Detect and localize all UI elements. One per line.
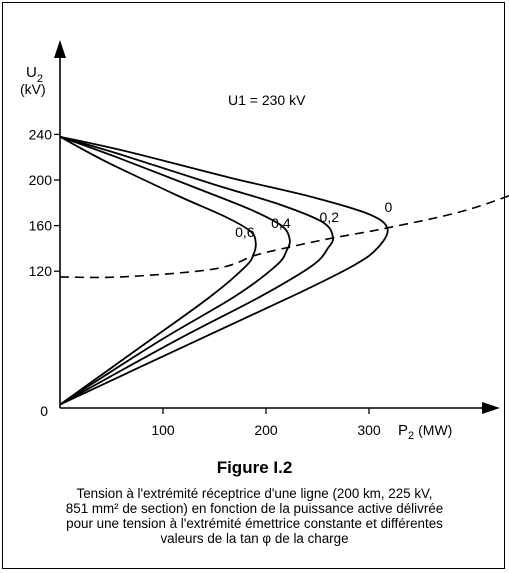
y-axis-label-sub: 2	[37, 73, 43, 85]
x-tick-label: 100	[151, 422, 175, 438]
annotation: U1 = 230 kV	[228, 92, 306, 108]
curves	[59, 135, 509, 406]
y-axis-unit: (kV)	[20, 81, 46, 97]
origin-label: 0	[40, 403, 48, 419]
series-label: 0	[384, 199, 392, 215]
labels: 00,20,40,6U2(kV)P2 (MW)U1 = 230 kV	[20, 64, 452, 442]
ticks: 120 160 200 240 100 200 300 0	[29, 126, 381, 438]
x-tick-label: 200	[254, 422, 278, 438]
caption-line: valeurs de la tan φ de la charge	[160, 531, 349, 546]
locus-line	[59, 194, 509, 279]
y-tick-label: 240	[29, 126, 53, 142]
caption-line: 851 mm² de section) en fonction de la pu…	[65, 501, 444, 516]
axes	[54, 40, 500, 414]
caption-line: Tension à l'extrémité réceptrice d'une l…	[76, 486, 433, 501]
series-label: 0,2	[320, 209, 340, 225]
series-line	[59, 135, 291, 406]
x-axis-arrow	[482, 402, 500, 414]
series-line	[59, 135, 389, 406]
figure-title: Figure I.2	[216, 458, 293, 477]
y-tick-label: 200	[29, 172, 53, 188]
figure-frame	[2, 2, 505, 569]
series-label: 0,4	[271, 215, 291, 231]
x-axis-label: P2 (MW)	[398, 422, 452, 442]
y-tick-label: 160	[29, 218, 53, 234]
x-tick-label: 300	[357, 422, 381, 438]
series-line	[59, 135, 334, 406]
series-line	[59, 135, 257, 406]
x-axis-unit: (MW)	[418, 422, 452, 438]
caption-line: pour une tension à l'extrémité émettrice…	[66, 516, 443, 531]
series-label: 0,6	[235, 224, 255, 240]
y-axis-arrow	[54, 40, 66, 58]
x-axis-label-sub: 2	[408, 430, 414, 442]
figure-caption: Tension à l'extrémité réceptrice d'une l…	[14, 486, 495, 546]
y-tick-label: 120	[29, 263, 53, 279]
